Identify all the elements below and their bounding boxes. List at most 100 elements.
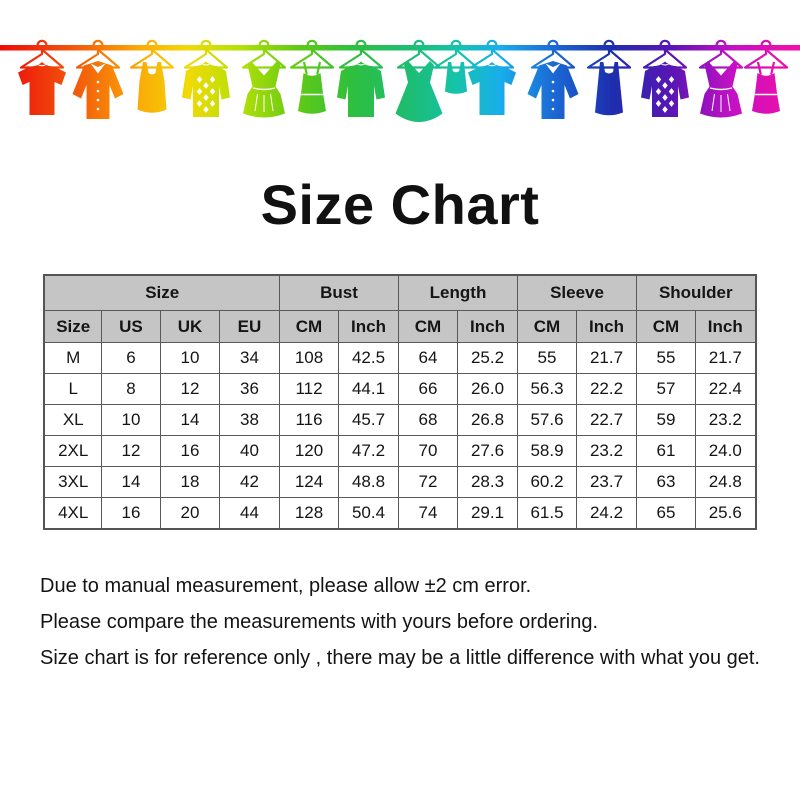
size-cell: L <box>43 373 102 405</box>
table-cell: 50.4 <box>338 497 399 530</box>
column-header: CM <box>279 310 339 343</box>
column-header: EU <box>218 310 281 343</box>
table-cell: 26.0 <box>457 373 518 405</box>
table-cell: 40 <box>218 435 281 467</box>
table-cell: 14 <box>159 404 220 436</box>
table-cell: 24.2 <box>575 497 638 530</box>
column-header: Inch <box>695 310 757 343</box>
table-cell: 14 <box>100 466 161 498</box>
table-cell: 59 <box>636 404 697 436</box>
table-cell: 25.6 <box>695 497 757 530</box>
page-title: Size Chart <box>260 173 540 236</box>
size-table: Size Bust Length Sleeve Shoulder Size US… <box>43 274 757 530</box>
table-cell: 20 <box>159 497 220 530</box>
size-cell: 2XL <box>43 435 102 467</box>
table-cell: 29.1 <box>457 497 518 530</box>
col-group-bust: Bust <box>279 274 399 311</box>
table-cell: 18 <box>159 466 220 498</box>
table-cell: 12 <box>159 373 220 405</box>
table-cell: 47.2 <box>338 435 399 467</box>
table-row: L 8 12 36 112 44.1 66 26.0 56.3 22.2 57 … <box>43 373 757 405</box>
col-group-shoulder: Shoulder <box>636 274 757 311</box>
table-row: XL 10 14 38 116 45.7 68 26.8 57.6 22.7 5… <box>43 404 757 436</box>
table-row: 3XL 14 18 42 124 48.8 72 28.3 60.2 23.7 … <box>43 466 757 498</box>
table-cell: 56.3 <box>517 373 577 405</box>
table-cell: 22.4 <box>695 373 757 405</box>
measurement-notes: Due to manual measurement, please allow … <box>40 572 800 672</box>
table-cell: 48.8 <box>338 466 399 498</box>
clothesline-banner <box>0 0 800 132</box>
size-cell: 3XL <box>43 466 102 498</box>
table-cell: 27.6 <box>457 435 518 467</box>
table-cell: 112 <box>279 373 339 405</box>
table-cell: 60.2 <box>517 466 577 498</box>
column-header: CM <box>636 310 697 343</box>
table-cell: 38 <box>218 404 281 436</box>
table-cell: 120 <box>279 435 339 467</box>
table-cell: 44 <box>218 497 281 530</box>
table-cell: 116 <box>279 404 339 436</box>
column-header: Inch <box>575 310 638 343</box>
table-cell: 25.2 <box>457 342 518 374</box>
table-cell: 68 <box>398 404 458 436</box>
table-cell: 61.5 <box>517 497 577 530</box>
note-line: Size chart is for reference only , there… <box>40 647 760 669</box>
note-line: Please compare the measurements with you… <box>40 611 599 633</box>
table-row: M 6 10 34 108 42.5 64 25.2 55 21.7 55 21… <box>43 342 757 374</box>
col-group-sleeve: Sleeve <box>516 274 638 311</box>
size-cell: 4XL <box>43 497 102 530</box>
column-header: US <box>100 310 161 343</box>
column-header: CM <box>517 310 577 343</box>
table-cell: 72 <box>398 466 458 498</box>
table-row: 2XL 12 16 40 120 47.2 70 27.6 58.9 23.2 … <box>43 435 757 467</box>
table-row: 4XL 16 20 44 128 50.4 74 29.1 61.5 24.2 … <box>43 497 757 530</box>
table-cell: 45.7 <box>338 404 399 436</box>
table-cell: 23.7 <box>575 466 638 498</box>
table-cell: 6 <box>100 342 161 374</box>
table-cell: 63 <box>636 466 697 498</box>
table-cell: 24.0 <box>695 435 757 467</box>
table-cell: 21.7 <box>575 342 638 374</box>
rainbow-overlay <box>0 0 800 132</box>
table-cell: 16 <box>159 435 220 467</box>
table-cell: 26.8 <box>457 404 518 436</box>
table-cell: 65 <box>636 497 697 530</box>
table-cell: 66 <box>398 373 458 405</box>
table-cell: 34 <box>218 342 281 374</box>
table-cell: 42 <box>218 466 281 498</box>
table-cell: 44.1 <box>338 373 399 405</box>
clothesline-graphic <box>0 0 800 132</box>
table-cell: 8 <box>100 373 161 405</box>
table-cell: 10 <box>159 342 220 374</box>
table-cell: 55 <box>517 342 577 374</box>
note-line: Due to manual measurement, please allow … <box>40 575 532 597</box>
table-cell: 124 <box>279 466 339 498</box>
col-group-size: Size <box>43 274 281 311</box>
table-cell: 16 <box>100 497 161 530</box>
table-cell: 23.2 <box>695 404 757 436</box>
table-cell: 23.2 <box>575 435 638 467</box>
table-cell: 70 <box>398 435 458 467</box>
table-cell: 128 <box>279 497 339 530</box>
table-cell: 10 <box>100 404 161 436</box>
table-cell: 21.7 <box>695 342 757 374</box>
table-cell: 57 <box>636 373 697 405</box>
table-cell: 28.3 <box>457 466 518 498</box>
column-header: Inch <box>338 310 399 343</box>
table-cell: 36 <box>218 373 281 405</box>
table-cell: 61 <box>636 435 697 467</box>
group-header-row: Size Bust Length Sleeve Shoulder <box>43 274 757 311</box>
table-cell: 55 <box>636 342 697 374</box>
size-cell: XL <box>43 404 102 436</box>
unit-header-row: Size US UK EU CM Inch CM Inch CM Inch CM… <box>43 310 757 343</box>
table-cell: 57.6 <box>517 404 577 436</box>
column-header: CM <box>398 310 458 343</box>
column-header: UK <box>159 310 220 343</box>
table-cell: 58.9 <box>517 435 577 467</box>
table-cell: 108 <box>279 342 339 374</box>
table-cell: 74 <box>398 497 458 530</box>
table-cell: 22.7 <box>575 404 638 436</box>
column-header: Inch <box>457 310 518 343</box>
table-cell: 12 <box>100 435 161 467</box>
size-cell: M <box>43 342 102 374</box>
